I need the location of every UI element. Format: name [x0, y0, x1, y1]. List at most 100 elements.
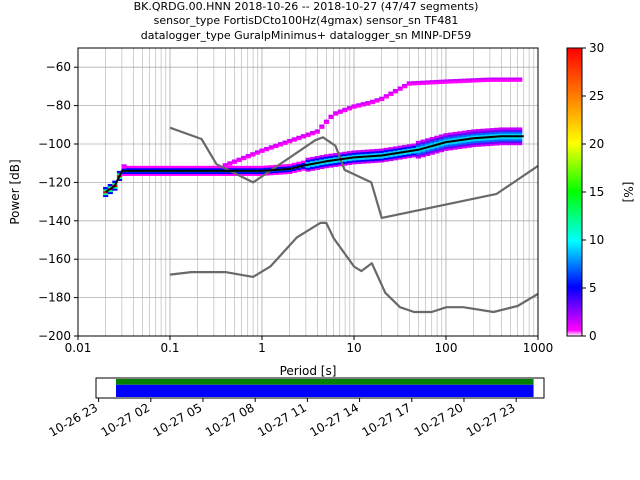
density-cell	[420, 151, 426, 154]
density-cell	[190, 167, 196, 171]
density-cell	[457, 135, 463, 138]
density-cell	[273, 170, 279, 174]
density-cell	[466, 133, 472, 137]
density-cell	[466, 143, 472, 146]
y-tick-label: −120	[38, 175, 71, 189]
density-cell	[480, 144, 486, 147]
density-cell	[337, 163, 343, 167]
density-cell	[360, 159, 366, 162]
density-cell	[342, 153, 348, 157]
density-cell	[466, 78, 472, 81]
density-cell	[383, 159, 389, 162]
density-cell	[204, 165, 210, 169]
density-cell	[181, 171, 187, 175]
density-cell	[356, 152, 362, 155]
density-cell	[438, 79, 445, 83]
y-tick-label: −200	[38, 329, 71, 343]
density-cell	[517, 77, 523, 80]
density-cell	[369, 160, 376, 164]
density-cell	[241, 173, 247, 176]
density-cell	[323, 161, 330, 165]
density-cell	[392, 155, 399, 159]
density-cell	[328, 116, 334, 120]
density-cell	[498, 137, 504, 140]
density-cell	[461, 134, 468, 137]
density-cell	[346, 154, 353, 158]
density-cell	[411, 151, 417, 154]
density-cell	[484, 77, 491, 81]
density-cell	[411, 81, 417, 84]
density-cell	[310, 164, 316, 167]
density-cell	[484, 137, 491, 141]
density-cell	[379, 150, 385, 153]
density-cell	[489, 131, 495, 135]
density-cell	[144, 165, 150, 169]
density-cell	[411, 155, 417, 158]
density-cell	[503, 77, 509, 80]
chart-title-line1: BK.QRDG.00.HNN 2018-10-26 -- 2018-10-27 …	[134, 0, 479, 13]
density-cell	[342, 161, 348, 164]
density-cell	[466, 145, 472, 148]
density-cell	[457, 142, 463, 146]
density-cell	[346, 106, 353, 109]
density-cell	[434, 139, 440, 142]
density-cell	[369, 158, 376, 162]
density-cell	[208, 167, 215, 171]
density-cell	[406, 144, 412, 147]
lower-noise-model-line	[169, 221, 538, 314]
density-cell	[475, 79, 481, 83]
density-cell	[241, 165, 247, 169]
density-cell	[420, 139, 426, 142]
density-cell	[471, 138, 477, 142]
density-cell	[305, 159, 311, 163]
density-cell	[448, 81, 454, 84]
density-cell	[112, 180, 118, 184]
density-cell	[360, 102, 366, 105]
density-cell	[277, 170, 284, 173]
density-cell	[245, 167, 251, 171]
density-cell	[167, 173, 173, 176]
timeline-availability-band	[116, 379, 534, 385]
density-cell	[328, 157, 334, 160]
density-cell	[484, 130, 491, 133]
density-cell	[498, 138, 504, 142]
density-cell	[365, 151, 371, 154]
density-cell	[333, 164, 339, 167]
density-cell	[153, 173, 159, 176]
density-cell	[517, 133, 523, 136]
density-cell	[448, 144, 454, 147]
density-cell	[388, 150, 394, 154]
density-cell	[231, 165, 238, 169]
density-cell	[365, 101, 371, 104]
density-cell	[231, 161, 238, 164]
density-cell	[360, 149, 366, 153]
density-cell	[402, 146, 408, 150]
density-cell	[176, 165, 182, 169]
density-cell	[310, 130, 316, 134]
density-cell	[466, 129, 472, 133]
density-cell	[250, 165, 256, 169]
density-cell	[167, 171, 173, 175]
density-cell	[383, 96, 389, 99]
colorbar-ticks: 0 5 10 15 20 25 30	[582, 41, 604, 343]
density-cell	[259, 173, 265, 176]
density-cell	[107, 189, 113, 193]
density-cell	[415, 82, 422, 86]
density-cell	[277, 144, 284, 147]
density-cell	[498, 131, 504, 134]
density-cell	[457, 80, 463, 84]
density-cell	[245, 171, 251, 175]
colorbar-tick-label: 25	[589, 89, 604, 103]
density-cell	[300, 136, 307, 139]
density-cell	[452, 131, 458, 135]
density-cell	[434, 151, 440, 154]
density-cell	[342, 107, 348, 111]
density-cell	[291, 137, 297, 140]
density-cell	[227, 165, 233, 169]
density-cell	[323, 119, 330, 123]
density-cell	[282, 166, 288, 169]
density-cell	[231, 173, 238, 176]
x-gridlines	[77, 48, 535, 336]
density-cell	[305, 167, 311, 170]
density-cell	[438, 145, 445, 149]
